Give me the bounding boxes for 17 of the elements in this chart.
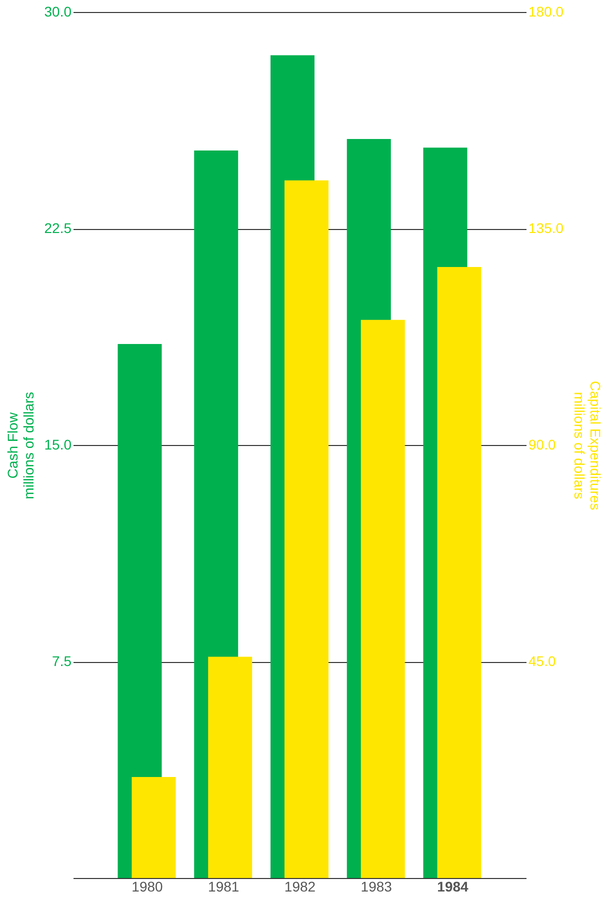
x-tick-label: 1980 <box>132 878 164 894</box>
y2-tick-label: 45.0 <box>528 653 556 669</box>
y-axis-title: Cash Flow millions of dollars <box>4 392 36 500</box>
y-tick-label: 15.0 <box>44 436 72 452</box>
y2-tick-label: 180.0 <box>528 4 564 20</box>
y2-tick-label: 135.0 <box>528 220 564 236</box>
y-tick-label: 7.5 <box>52 653 72 669</box>
y-tick-label: 30.0 <box>44 4 72 20</box>
bar <box>208 656 252 878</box>
x-tick-label: 1981 <box>208 878 240 894</box>
x-tick-label: 1983 <box>360 878 392 894</box>
x-tick-label: 1982 <box>284 878 316 894</box>
y2-axis-title: Capital Expenditures millions of dollars <box>572 380 604 510</box>
x-tick-label: 1984 <box>437 878 469 894</box>
y-tick-label: 22.5 <box>44 220 72 236</box>
y2-tick-label: 90.0 <box>528 436 556 452</box>
bar <box>132 776 176 878</box>
